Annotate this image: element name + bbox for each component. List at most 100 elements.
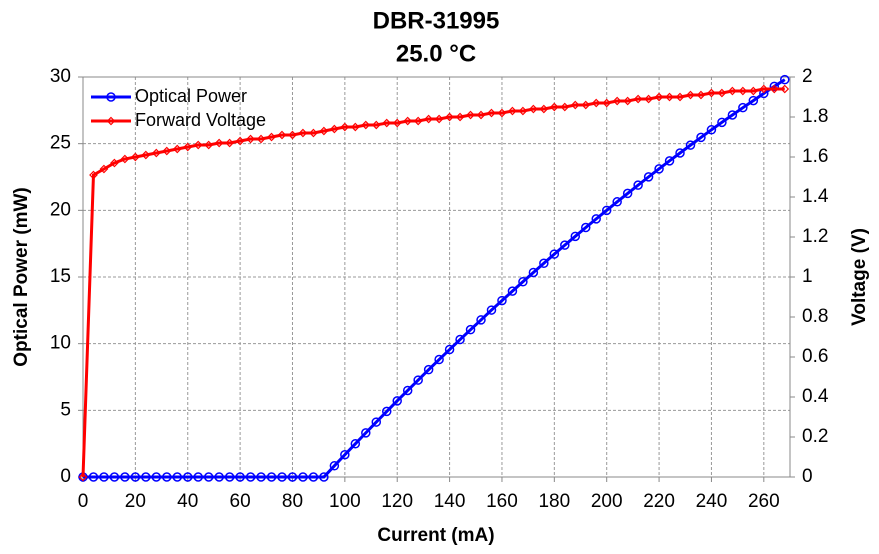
marker: [696, 90, 706, 100]
marker: [601, 205, 612, 216]
marker: [570, 100, 580, 110]
series-line: [83, 78, 786, 479]
marker: [434, 114, 444, 124]
marker: [455, 334, 465, 345]
legend-marker: [106, 92, 116, 102]
legend-marker: [106, 116, 116, 126]
marker: [623, 96, 633, 106]
marker: [696, 132, 706, 143]
marker: [686, 90, 695, 100]
marker: [591, 214, 601, 224]
x-tick-label: 20: [125, 491, 146, 512]
marker: [434, 354, 444, 365]
x-tick-label: 0: [78, 491, 89, 512]
marker: [664, 156, 675, 166]
marker: [130, 472, 141, 482]
marker: [675, 92, 685, 102]
marker: [413, 375, 423, 385]
marker: [381, 406, 392, 417]
x-tick-label: 240: [696, 491, 728, 512]
marker: [507, 286, 518, 296]
marker: [203, 472, 214, 482]
marker: [685, 140, 696, 150]
marker: [560, 102, 570, 112]
marker: [769, 84, 779, 94]
x-tick-label: 200: [591, 491, 623, 512]
plot-frame: [82, 76, 791, 478]
marker: [549, 102, 559, 112]
marker: [560, 240, 570, 250]
marker: [392, 118, 402, 128]
x-tick-label: 40: [177, 491, 198, 512]
marker: [99, 472, 109, 482]
marker: [298, 128, 308, 138]
marker: [518, 277, 528, 287]
marker: [350, 439, 361, 449]
y2-tick-label: 1.6: [802, 146, 828, 167]
marker: [120, 154, 130, 164]
x-tick-label: 100: [329, 491, 361, 512]
x-axis-label: Current (mA): [377, 525, 494, 546]
marker: [277, 130, 287, 140]
marker: [707, 88, 716, 98]
marker: [172, 144, 182, 154]
y2-tick-label: 0.6: [802, 346, 828, 367]
marker: [738, 86, 748, 96]
marker: [717, 117, 727, 128]
marker: [319, 126, 329, 136]
marker: [728, 86, 737, 96]
marker: [319, 472, 329, 482]
marker: [465, 324, 476, 335]
marker: [151, 472, 162, 482]
x-tick-label: 160: [486, 491, 518, 512]
marker: [246, 134, 255, 144]
marker: [780, 84, 790, 94]
y2-tick-label: 1: [802, 266, 813, 287]
marker: [622, 188, 633, 199]
marker: [445, 112, 454, 122]
series-line: [81, 87, 785, 478]
y-tick-label: 30: [50, 66, 71, 87]
marker: [727, 110, 738, 120]
x-tick-label: 120: [381, 491, 413, 512]
y-tick-label: 25: [50, 133, 71, 154]
marker: [78, 472, 88, 482]
marker: [162, 472, 172, 482]
marker: [183, 142, 193, 152]
marker: [225, 138, 234, 148]
marker: [141, 472, 151, 482]
marker: [402, 385, 413, 396]
y2-tick-label: 0: [802, 466, 813, 487]
marker: [486, 305, 497, 315]
marker: [497, 108, 507, 118]
x-tick-label: 260: [748, 491, 780, 512]
marker: [738, 102, 748, 113]
marker: [162, 146, 172, 156]
marker: [256, 134, 266, 144]
marker: [780, 74, 790, 85]
marker: [528, 267, 539, 278]
marker: [508, 106, 517, 116]
marker: [361, 120, 371, 130]
marker: [654, 92, 664, 102]
marker: [612, 197, 622, 207]
marker: [350, 122, 360, 132]
marker: [476, 315, 486, 325]
marker: [371, 417, 382, 427]
y2-tick-label: 2: [802, 66, 813, 87]
y2-tick-label: 1.8: [802, 106, 828, 127]
marker: [182, 472, 193, 482]
x-tick-label: 80: [282, 491, 303, 512]
y2-tick-label: 1.2: [802, 226, 828, 247]
y2-axis-label: Voltage (V): [849, 228, 870, 326]
marker: [204, 140, 214, 150]
marker: [267, 132, 276, 142]
marker: [214, 138, 224, 148]
legend-label: Forward Voltage: [135, 110, 266, 130]
marker: [110, 158, 119, 168]
marker: [371, 120, 381, 130]
y-tick-label: 20: [50, 199, 71, 220]
marker: [329, 461, 340, 471]
y-tick-label: 5: [60, 399, 71, 420]
marker: [748, 86, 758, 96]
